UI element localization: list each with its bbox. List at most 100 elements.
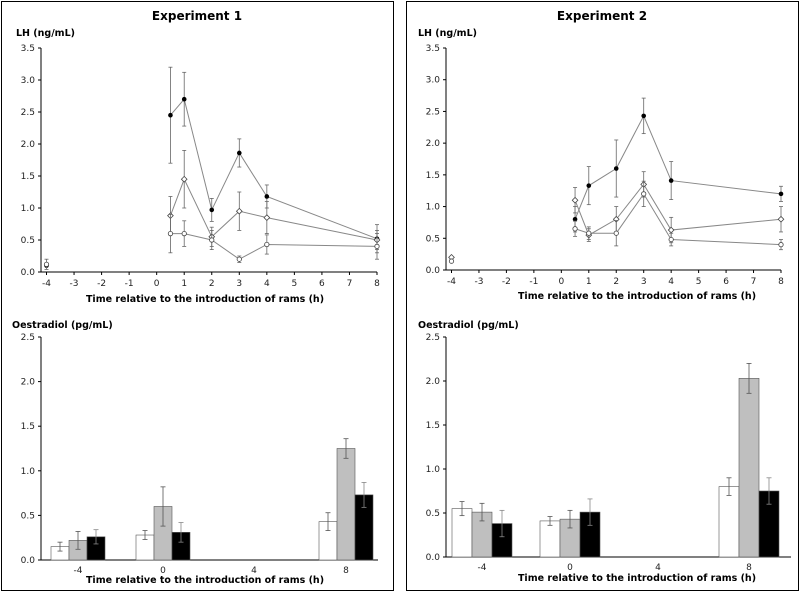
lh-xtick-label-2: 1 [586, 277, 592, 287]
e2-ytick-label-2: 2.5 [426, 333, 440, 343]
lh-point-filled-circle-2 [778, 191, 784, 197]
lh-xtick-label-2: 8 [778, 277, 784, 287]
lh-ytick-label-2: 3.0 [426, 76, 441, 86]
lh-ytick-label-2: 0.0 [426, 266, 441, 276]
lh-ytick-label-1: 2.0 [21, 140, 36, 150]
lh-point-filled-circle-1 [236, 150, 242, 156]
e2-ytick-label-1: 0.5 [21, 511, 35, 521]
panel-title-experiment-1: Experiment 1 [152, 9, 242, 23]
lh-ytick-label-2: 2.5 [426, 107, 440, 117]
e2-ytick-label-1: 1.0 [21, 467, 36, 477]
lh-point-open-diamond-2 [667, 226, 675, 234]
lh-xtick-label-2: 4 [668, 277, 674, 287]
lh-ytick-label-1: 0.5 [21, 236, 35, 246]
e2-ylabel-1: Oestradiol (pg/mL) [12, 320, 113, 331]
lh-ytick-label-2: 0.5 [426, 234, 440, 244]
lh-point-filled-circle-1 [168, 112, 173, 118]
lh-xtick-label-1: -1 [125, 279, 134, 289]
e2-xtick-label-1: 0 [160, 566, 166, 576]
lh-xtick-label-2: -4 [447, 277, 456, 287]
lh-series-line-filled-circle-2 [574, 114, 782, 220]
lh-point-open-diamond-1 [235, 207, 243, 215]
lh-xtick-label-1: 0 [154, 279, 160, 289]
e2-ylabel-2: Oestradiol (pg/mL) [418, 320, 519, 331]
panel-frame-experiment-1 [1, 1, 394, 591]
lh-point-open-diamond-1 [180, 175, 188, 183]
lh-ylabel-2: LH (ng/mL) [418, 28, 477, 39]
e2-ytick-label-2: 1.0 [426, 465, 441, 475]
e2-xlabel-2: Time relative to the introduction of ram… [518, 573, 756, 584]
lh-xtick-label-1: 2 [209, 279, 215, 289]
lh-point-open-circle-2 [572, 226, 578, 232]
e2-xtick-label-1: -4 [74, 566, 83, 576]
e2-ytick-label-1: 1.5 [21, 422, 35, 432]
e2-xtick-label-1: 8 [343, 566, 349, 576]
lh-series-line-filled-circle-1 [170, 98, 378, 240]
e2-ytick-label-2: 0.0 [426, 553, 441, 563]
lh-xtick-label-2: 6 [723, 277, 729, 287]
lh-point-open-circle-2 [641, 191, 647, 197]
lh-point-open-circle-1 [181, 231, 187, 237]
lh-point-open-circle-1 [236, 256, 242, 262]
lh-xtick-label-2: 3 [641, 277, 647, 287]
lh-ytick-label-1: 3.0 [21, 76, 36, 86]
lh-point-open-circle-2 [586, 230, 592, 236]
lh-xlabel-1: Time relative to the introduction of ram… [86, 294, 324, 305]
lh-xtick-label-1: 7 [347, 279, 353, 289]
lh-point-filled-circle-2 [613, 166, 619, 171]
lh-xlabel-2: Time relative to the introduction of ram… [518, 291, 756, 302]
e2-xtick-label-1: 4 [251, 566, 257, 576]
e2-ytick-label-1: 0.0 [21, 556, 36, 566]
lh-point-open-circle-1 [43, 261, 50, 267]
e2-xtick-label-2: -4 [478, 563, 487, 573]
lh-point-open-circle-1 [209, 237, 215, 243]
e2-bar-2 [718, 486, 740, 558]
lh-xtick-label-2: -3 [474, 277, 483, 287]
lh-point-filled-circle-2 [572, 216, 578, 222]
lh-xtick-label-2: 0 [558, 277, 564, 287]
lh-series-line-open-diamond-2 [574, 183, 782, 236]
panel-title-experiment-2: Experiment 2 [557, 9, 647, 23]
lh-series-line-open-circle-1 [170, 233, 378, 260]
e2-ytick-label-1: 2.0 [21, 378, 36, 388]
e2-xtick-label-2: 4 [655, 563, 661, 573]
lh-point-filled-circle-1 [181, 96, 187, 102]
lh-xtick-label-1: -4 [42, 279, 51, 289]
lh-ytick-label-1: 2.5 [21, 108, 35, 118]
lh-xtick-label-1: -2 [97, 279, 106, 289]
lh-ytick-label-1: 1.0 [21, 204, 36, 214]
e2-ytick-label-2: 0.5 [426, 509, 440, 519]
lh-xtick-label-2: -1 [529, 277, 538, 287]
lh-point-open-circle-2 [613, 230, 619, 236]
lh-xtick-label-1: 5 [292, 279, 298, 289]
lh-ytick-label-2: 3.5 [426, 44, 440, 54]
lh-point-filled-circle-2 [641, 113, 647, 119]
lh-xtick-label-1: 1 [181, 279, 187, 289]
lh-ytick-label-2: 1.0 [426, 203, 441, 213]
e2-xtick-label-2: 8 [746, 563, 752, 573]
lh-point-open-circle-1 [264, 241, 270, 248]
lh-ytick-label-1: 0.0 [21, 268, 36, 278]
plot-layer: 0.0 0.5 1.0 1.5 2.0 2.5 3.0 3.5 -4 -3 -2 -1 0 1 2 3 4 5 6 7… [21, 44, 791, 576]
lh-series-line-open-circle-2 [574, 192, 782, 246]
e2-bar-2 [738, 378, 760, 558]
lh-xtick-label-1: 3 [236, 279, 242, 289]
lh-series-line-open-diamond-1 [169, 177, 378, 241]
lh-point-filled-circle-1 [209, 207, 215, 213]
lh-point-open-circle-1 [374, 243, 380, 249]
e2-bar-1 [336, 448, 356, 561]
lh-xtick-label-2: 5 [696, 277, 702, 287]
lh-point-open-circle-2 [668, 236, 674, 243]
e2-bar-2 [539, 520, 561, 558]
lh-xtick-label-2: 2 [613, 277, 619, 287]
lh-ytick-label-1: 3.5 [21, 44, 35, 54]
e2-ytick-label-2: 1.5 [426, 421, 440, 431]
lh-ytick-label-1: 1.5 [21, 172, 35, 182]
e2-ytick-label-1: 2.5 [21, 333, 35, 343]
lh-point-open-diamond-2 [777, 215, 785, 223]
e2-xlabel-1: Time relative to the introduction of ram… [86, 575, 324, 586]
lh-point-filled-circle-2 [668, 178, 674, 183]
lh-ytick-label-2: 1.5 [426, 171, 440, 181]
lh-xtick-label-1: 8 [374, 279, 380, 289]
